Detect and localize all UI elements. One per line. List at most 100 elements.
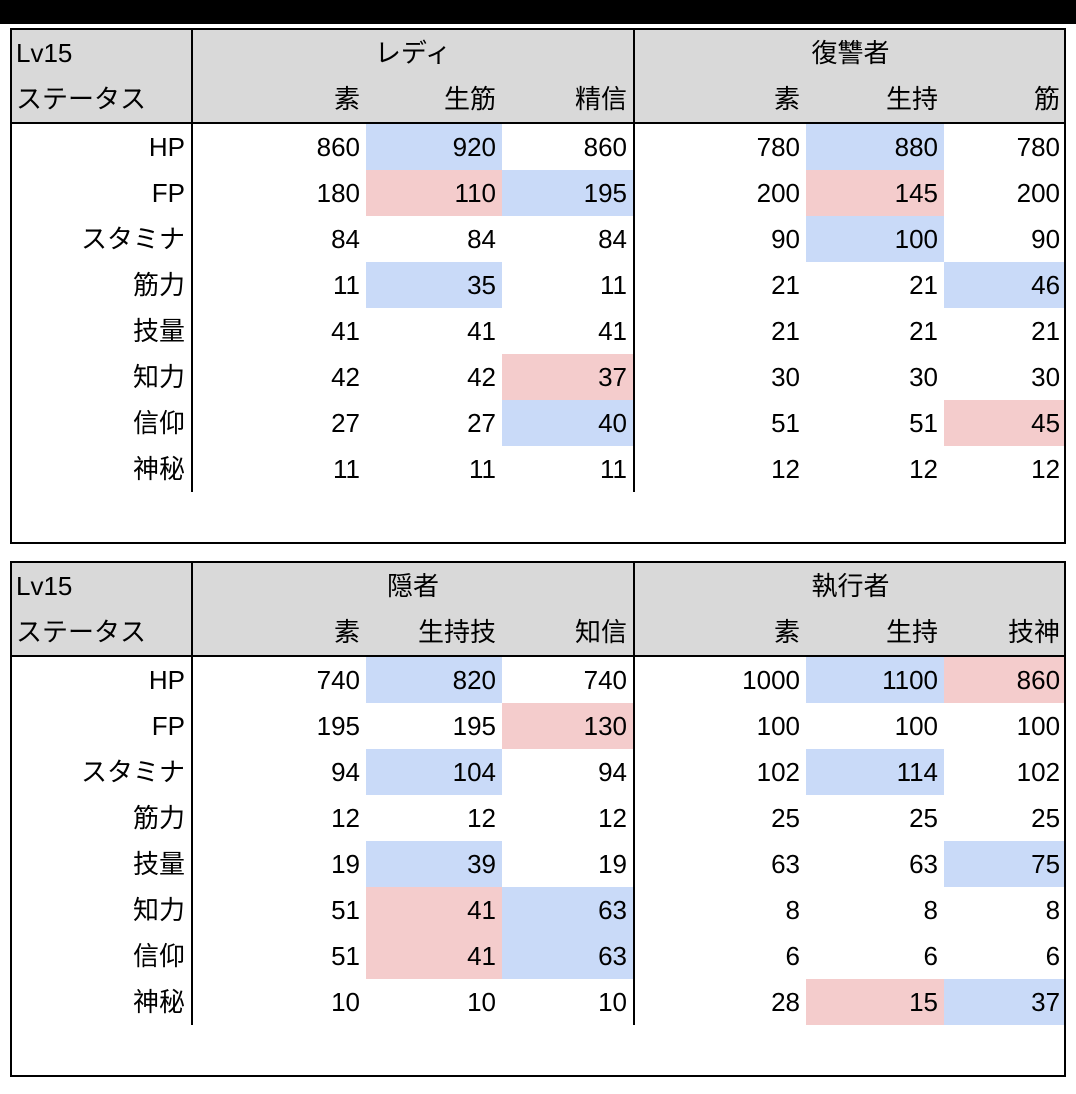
stat-value-cell: 10: [598, 987, 628, 1017]
stat-value-cell: 860: [502, 122, 634, 170]
stat-label: 神秘: [132, 987, 185, 1017]
stat-label: HP: [10, 655, 192, 703]
stat-value-cell: 63: [909, 849, 939, 879]
stat-value-cell: 6: [923, 941, 939, 971]
stat-value-cell: 12: [909, 454, 938, 484]
stat-value-cell: 11: [600, 454, 627, 484]
class-name-ready: レディ: [191, 28, 634, 76]
stat-value-cell: 114: [806, 749, 945, 795]
stat-value-cell: 51: [909, 408, 938, 438]
stat-value-cell: 41: [467, 316, 496, 346]
stat-value-cell: 12: [633, 446, 806, 492]
stat-value-cell: 195: [502, 170, 634, 216]
stat-value-cell: 21: [909, 270, 938, 300]
stat-value-cell: 25: [909, 803, 939, 833]
stat-value-cell: 90: [1031, 224, 1061, 254]
stat-value-cell: 42: [467, 362, 496, 392]
stat-value-cell: 1100: [806, 655, 945, 703]
stat-value-cell: 37: [502, 354, 634, 400]
stat-label: スタミナ: [80, 224, 185, 254]
subcol: 知信: [502, 609, 635, 656]
stat-value-cell: 51: [191, 887, 366, 933]
stat-value-cell: 820: [366, 655, 502, 703]
stat-label: 技量: [132, 316, 185, 346]
stat-label: 技量: [132, 849, 185, 879]
stat-value-cell: 39: [366, 841, 502, 887]
stat-value-cell: 42: [191, 354, 366, 400]
stat-value-cell: 63: [502, 933, 635, 979]
stat-value-cell: 12: [1031, 454, 1061, 484]
stat-value-cell: 21: [909, 316, 938, 346]
table-row: HP 860 920 860 780 880 780: [10, 122, 1067, 170]
stat-value-cell: 100: [806, 216, 944, 262]
table-row: 信仰 51 41 63 6 6 6: [10, 933, 1066, 979]
stat-value-cell: 25: [1031, 803, 1061, 833]
stat-value-cell: 45: [944, 400, 1067, 446]
stat-value-cell: 100: [1016, 711, 1061, 741]
stat-value-cell: 40: [502, 400, 634, 446]
stat-value-cell: 100: [633, 703, 807, 749]
stat-value-cell: 10: [191, 979, 366, 1025]
stat-value-cell: 19: [598, 849, 628, 879]
class-name-hermit: 隠者: [190, 561, 635, 609]
stat-value-cell: 90: [633, 216, 806, 262]
stat-value-cell: 8: [633, 887, 807, 933]
stat-label: FP: [151, 711, 185, 741]
table-row: 信仰 27 27 40 51 51 45: [10, 400, 1067, 446]
stat-value-cell: 27: [467, 408, 496, 438]
subcol: 生持: [806, 76, 944, 123]
stats-table-1: Lv15 レディ 復讐者 ステータス 素 生筋 精信 素 生持 筋 HP 860 9…: [10, 28, 1067, 492]
level-label: Lv15: [10, 561, 192, 609]
stats-table-2: Lv15 隠者 執行者 ステータス 素 生持技 知信 素 生持 技神 HP 740…: [10, 561, 1067, 1025]
stat-label: 筋力: [132, 803, 185, 833]
subcol: 素: [191, 76, 366, 123]
top-black-bar: [0, 0, 1076, 24]
stat-value-cell: 8: [923, 895, 939, 925]
subcol: 技神: [944, 609, 1067, 656]
subcol: 精信: [502, 76, 634, 123]
stat-value-cell: 195: [191, 703, 366, 749]
stat-value-cell: 1000: [633, 655, 807, 703]
stat-value-cell: 37: [944, 979, 1067, 1025]
table-row: 技量 41 41 41 21 21 21: [10, 308, 1066, 354]
stat-label: HP: [10, 122, 192, 170]
stat-label: 神秘: [132, 454, 185, 484]
table-row: 神秘 11 11 11 12 12 12: [10, 446, 1066, 492]
stat-value-cell: 10: [467, 987, 496, 1017]
stat-value-cell: 860: [191, 122, 366, 170]
stat-value-cell: 94: [598, 757, 628, 787]
table-row: スタミナ 94 104 94 102 114 102: [10, 749, 1066, 795]
stat-value-cell: 63: [502, 887, 635, 933]
stat-value-cell: 19: [191, 841, 366, 887]
subheader-row: ステータス 素 生筋 精信 素 生持 筋: [10, 76, 1067, 123]
stat-value-cell: 46: [944, 262, 1067, 308]
stat-value-cell: 51: [191, 933, 366, 979]
stat-value-cell: 200: [1016, 178, 1061, 208]
table-row: 技量 19 39 19 63 63 75: [10, 841, 1067, 887]
stat-value-cell: 102: [1016, 757, 1061, 787]
stat-label: 知力: [132, 895, 185, 925]
stat-value-cell: 30: [909, 362, 938, 392]
stat-value-cell: 12: [191, 795, 366, 841]
stat-value-cell: 12: [598, 803, 628, 833]
stat-value-cell: 51: [633, 400, 806, 446]
class-name-avenger: 復讐者: [632, 28, 1067, 76]
stat-value-cell: 41: [366, 887, 502, 933]
stat-value-cell: 6: [1045, 941, 1061, 971]
subcol: 生持: [806, 609, 945, 656]
stat-value-cell: 35: [366, 262, 502, 308]
stat-value-cell: 25: [633, 795, 807, 841]
stat-value-cell: 11: [191, 262, 366, 308]
table-row: FP 180 110 195 200 145 200: [10, 170, 1066, 216]
stat-value-cell: 195: [452, 711, 496, 741]
stat-value-cell: 28: [633, 979, 807, 1025]
class-name-executor: 執行者: [633, 561, 1067, 609]
stat-value-cell: 41: [598, 316, 627, 346]
table-row: 筋力 11 35 11 21 21 46: [10, 262, 1067, 308]
stat-value-cell: 27: [191, 400, 366, 446]
stat-value-cell: 41: [366, 933, 502, 979]
stat-value-cell: 11: [191, 446, 366, 492]
stat-value-cell: 8: [1045, 895, 1061, 925]
stat-value-cell: 130: [502, 703, 635, 749]
stat-value-cell: 880: [806, 122, 944, 170]
